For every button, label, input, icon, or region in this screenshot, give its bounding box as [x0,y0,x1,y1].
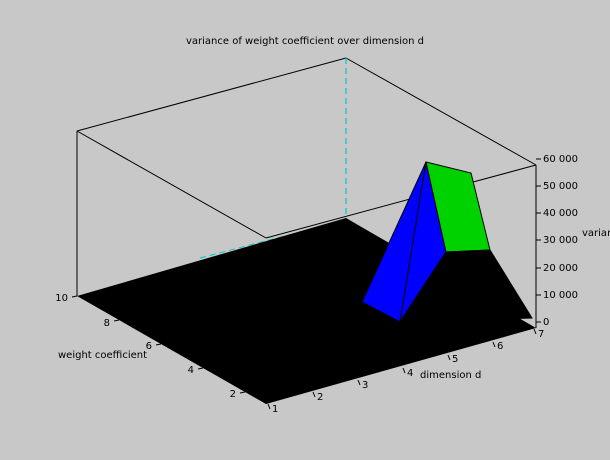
x-tick-marks [267,328,537,410]
y-tick-mark [155,343,162,346]
z-tick-label: 0 [543,317,549,328]
x-tick-label: 4 [407,368,413,379]
y-tick-mark [71,295,78,298]
z-tick-label: 30 000 [543,235,578,246]
z-axis: 0 10 000 20 000 30 000 40 000 50 000 60 … [536,154,610,328]
x-tick-label: 2 [317,392,323,403]
y-tick-mark [197,367,204,370]
plot-box [76,57,537,328]
y-tick-label: 8 [104,318,110,329]
chart-title: variance of weight coefficient over dime… [186,36,424,47]
x-tick-label: 3 [362,380,368,391]
x-tick-mark [357,379,361,386]
box-edge-top-right [345,57,537,166]
x-tick-mark [402,367,406,374]
z-axis-label: varian [582,228,610,239]
y-axis: 10 8 6 4 2 weight coefficient [55,293,246,400]
surface-facet-dark-front [399,249,533,323]
x-tick-mark [267,403,271,410]
x-tick-mark [447,354,451,361]
box-edge-top-side [265,164,537,239]
x-tick-mark [312,391,316,398]
box-edge-top-back [76,57,347,132]
z-tick-label: 20 000 [543,263,578,274]
y-tick-mark [239,391,246,394]
x-tick-label: 5 [452,354,458,365]
x-tick-mark [533,328,537,335]
y-tick-label: 10 [55,293,68,304]
x-tick-label: 7 [538,329,544,340]
y-tick-mark [113,319,120,322]
x-tick-label: 6 [497,341,503,352]
z-tick-marks [536,158,541,323]
x-axis: 1 2 3 4 5 6 7 dimension d [267,328,544,415]
x-tick-label: 1 [272,404,278,415]
y-axis-label: weight coefficient [58,350,147,361]
x-tick-mark [492,341,496,348]
z-tick-label: 10 000 [543,290,578,301]
y-tick-marks [71,295,246,394]
y-tick-label: 6 [146,341,152,352]
y-tick-label: 4 [188,365,194,376]
y-tick-label: 2 [230,389,236,400]
z-tick-label: 60 000 [543,154,578,165]
z-tick-label: 50 000 [543,181,578,192]
box-edge-top-front [76,130,267,239]
x-axis-label: dimension d [420,370,481,381]
z-tick-label: 40 000 [543,208,578,219]
